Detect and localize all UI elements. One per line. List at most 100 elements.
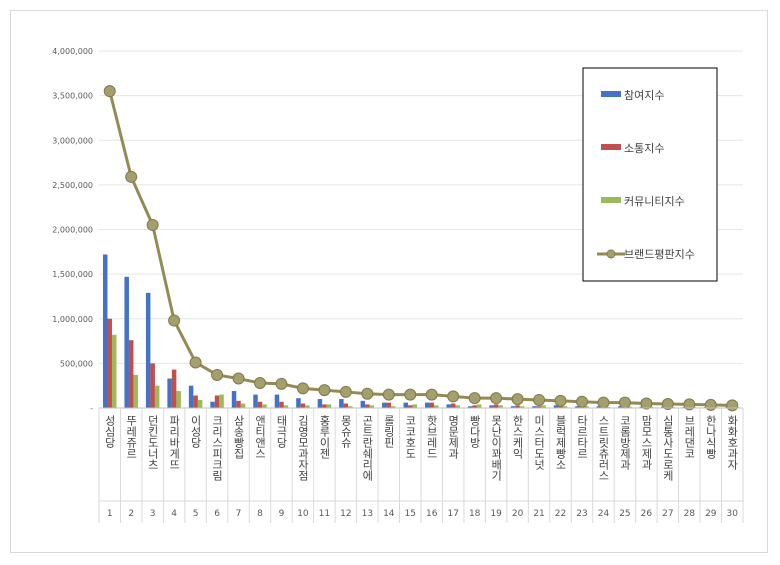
category-label: 빵다방 <box>468 415 481 448</box>
category-label: 스트릿츄러스 <box>597 415 610 481</box>
rank-label: 29 <box>705 509 717 519</box>
bar-참여지수 <box>553 405 559 408</box>
gridlines <box>99 50 743 409</box>
bar-line-chart: - 500,000 1,000,000 1,500,000 2,000,000 2,500… <box>52 47 744 523</box>
bar-소통지수 <box>171 369 177 408</box>
point-브랜드평판지수 <box>168 314 181 327</box>
point-브랜드평판지수 <box>361 387 374 400</box>
point-브랜드평판지수 <box>683 398 696 411</box>
rank-label: 13 <box>362 509 373 519</box>
bar-참여지수 <box>339 399 344 408</box>
bar-커뮤니티지수 <box>584 406 589 408</box>
category-label: 핫브레드 <box>425 415 438 459</box>
rank-label: 10 <box>297 509 309 519</box>
category-label: 맘모스제과 <box>640 415 653 471</box>
y-tick-label: 3,000,000 <box>52 136 93 145</box>
point-브랜드평판지수 <box>382 388 395 401</box>
bar-참여지수 <box>253 394 258 408</box>
legend-label: 참여지수 <box>624 89 664 102</box>
bar-커뮤니티지수 <box>412 404 418 408</box>
category-label: 못난이꽈배기 <box>490 415 503 481</box>
bar-소통지수 <box>536 406 542 408</box>
bar-커뮤니티지수 <box>197 399 203 408</box>
bar-참여지수 <box>210 401 215 408</box>
bar-소통지수 <box>493 404 499 408</box>
x-axis-labels: 성심당 1 뚜레쥬르 2 던킨도너츠 3 파리바게뜨 4 이성당 5 크리스피크림 6 삼송빵집 7 앤티앤… <box>98 407 744 523</box>
legend-marker <box>606 249 616 259</box>
legend-box <box>582 67 718 282</box>
point-브랜드평판지수 <box>576 395 588 408</box>
rank-label: 8 <box>257 509 263 519</box>
bar-커뮤니티지수 <box>627 406 632 408</box>
y-tick-label: 1,500,000 <box>52 270 93 279</box>
rank-label: 20 <box>512 509 524 519</box>
point-브랜드평판지수 <box>103 85 116 98</box>
bar-소통지수 <box>279 401 284 408</box>
bar-커뮤니티지수 <box>562 406 568 408</box>
bar-참여지수 <box>403 402 409 408</box>
point-브랜드평판지수 <box>618 396 631 409</box>
legend-swatch <box>601 144 621 150</box>
bar-커뮤니티지수 <box>391 406 396 408</box>
rank-label: 9 <box>279 509 285 519</box>
bar-커뮤니티지수 <box>455 405 460 408</box>
category-label: 롤링핀 <box>382 415 395 448</box>
point-브랜드평판지수 <box>704 398 717 411</box>
point-브랜드평판지수 <box>275 377 288 390</box>
bar-소통지수 <box>558 406 563 408</box>
category-label: 태극당 <box>275 415 288 448</box>
bar-참여지수 <box>231 391 237 408</box>
bar-소통지수 <box>365 404 370 408</box>
bar-참여지수 <box>532 406 537 408</box>
point-브랜드평판지수 <box>232 372 245 385</box>
rank-label: 3 <box>150 509 156 519</box>
category-label: 이성당 <box>189 415 202 448</box>
bar-참여지수 <box>188 385 194 408</box>
bar-참여지수 <box>124 276 129 408</box>
bar-참여지수 <box>102 254 108 408</box>
bar-커뮤니티지수 <box>519 406 525 408</box>
rank-label: 23 <box>576 509 587 519</box>
legend-label: 브랜드평판지수 <box>624 248 695 261</box>
rank-label: 19 <box>490 509 502 519</box>
bar-참여지수 <box>296 398 301 408</box>
legend-label: 커뮤니티지수 <box>624 195 685 208</box>
bar-참여지수 <box>575 406 580 408</box>
point-브랜드평판지수 <box>468 392 481 405</box>
bar-참여지수 <box>382 402 387 408</box>
bar-소통지수 <box>472 405 477 408</box>
category-label: 블럭제빵소 <box>554 415 567 470</box>
bar-소통지수 <box>257 401 263 408</box>
bar-소통지수 <box>408 405 413 408</box>
bar-소통지수 <box>515 405 520 408</box>
category-label: 삼송빵집 <box>232 415 245 459</box>
y-tick-label: 3,500,000 <box>52 92 93 101</box>
point-브랜드평판지수 <box>726 399 739 412</box>
bar-커뮤니티지수 <box>498 405 503 408</box>
bar-참여지수 <box>489 405 494 408</box>
category-label: 크리스피크림 <box>211 415 224 481</box>
rank-label: 21 <box>533 509 544 519</box>
point-브랜드평판지수 <box>511 393 524 406</box>
point-브랜드평판지수 <box>296 382 309 395</box>
bar-커뮤니티지수 <box>348 406 353 408</box>
rank-label: 6 <box>214 509 220 519</box>
point-브랜드평판지수 <box>339 385 352 398</box>
rank-label: 22 <box>555 509 566 519</box>
legend-label: 소통지수 <box>624 142 664 155</box>
legend-swatch <box>601 197 621 203</box>
bar-참여지수 <box>510 406 516 408</box>
rank-label: 12 <box>340 509 351 519</box>
rank-label: 30 <box>727 509 739 519</box>
rank-label: 27 <box>662 509 673 519</box>
rank-label: 16 <box>426 509 438 519</box>
bar-커뮤니티지수 <box>476 404 482 408</box>
rank-label: 18 <box>469 509 481 519</box>
bar-커뮤니티지수 <box>305 405 310 408</box>
bar-참여지수 <box>467 406 473 408</box>
bar-소통지수 <box>236 400 241 408</box>
bar-소통지수 <box>343 403 349 408</box>
y-tick-label: 500,000 <box>60 359 93 368</box>
rank-label: 1 <box>107 509 113 519</box>
category-label: 한나식빵 <box>704 415 717 459</box>
